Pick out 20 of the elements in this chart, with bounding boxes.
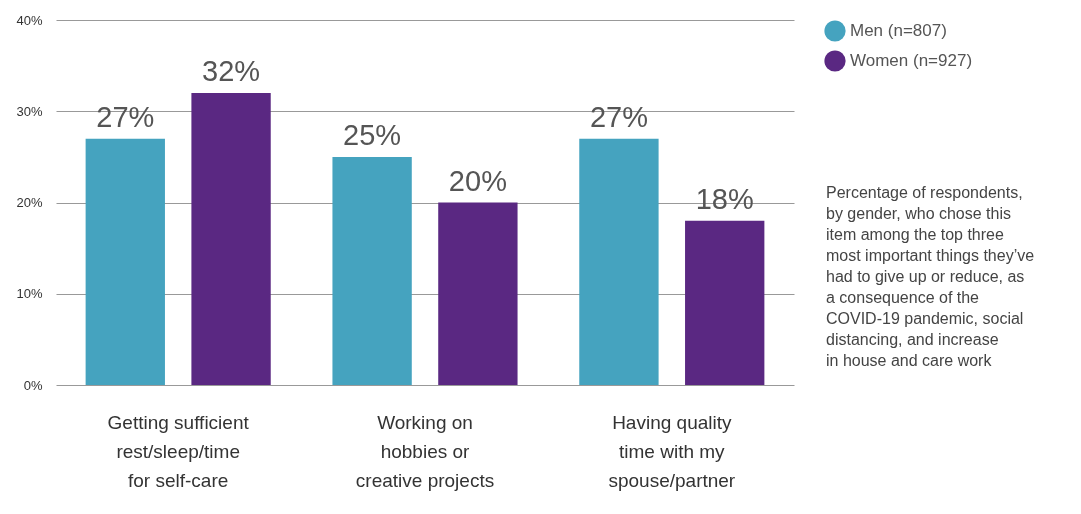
data-label: 20%: [448, 164, 507, 197]
data-label: 32%: [202, 55, 261, 87]
y-tick-label: 20%: [16, 195, 43, 210]
y-tick-label: 30%: [16, 103, 43, 119]
bar: [191, 93, 271, 385]
x-tick-label: Working on hobbies or creative projects: [355, 411, 495, 491]
bar: [579, 138, 659, 385]
x-tick-label: Having quality time with my spouse/partner: [608, 411, 736, 491]
y-tick-label: 0%: [23, 377, 43, 393]
data-label: 25%: [343, 118, 402, 151]
x-tick-label: Getting sufficient rest/sleep/time for self-care: [107, 411, 250, 491]
bar: [685, 220, 765, 385]
legend-label: Men (n=807): [850, 21, 947, 40]
bar: [332, 156, 412, 385]
bar: [438, 202, 518, 385]
y-tick-label: 10%: [16, 286, 43, 302]
text: Percentage of respondents, by gender, who chose this item among the top three most important things they’ve had to give up or reduce, as a consequence of the COVID-19 pandemic, social distancing, and increase in house and care work: [826, 184, 1035, 369]
legend-label: Women (n=927): [850, 51, 973, 70]
bar: [85, 138, 165, 385]
y-tick-label: 40%: [16, 12, 43, 28]
